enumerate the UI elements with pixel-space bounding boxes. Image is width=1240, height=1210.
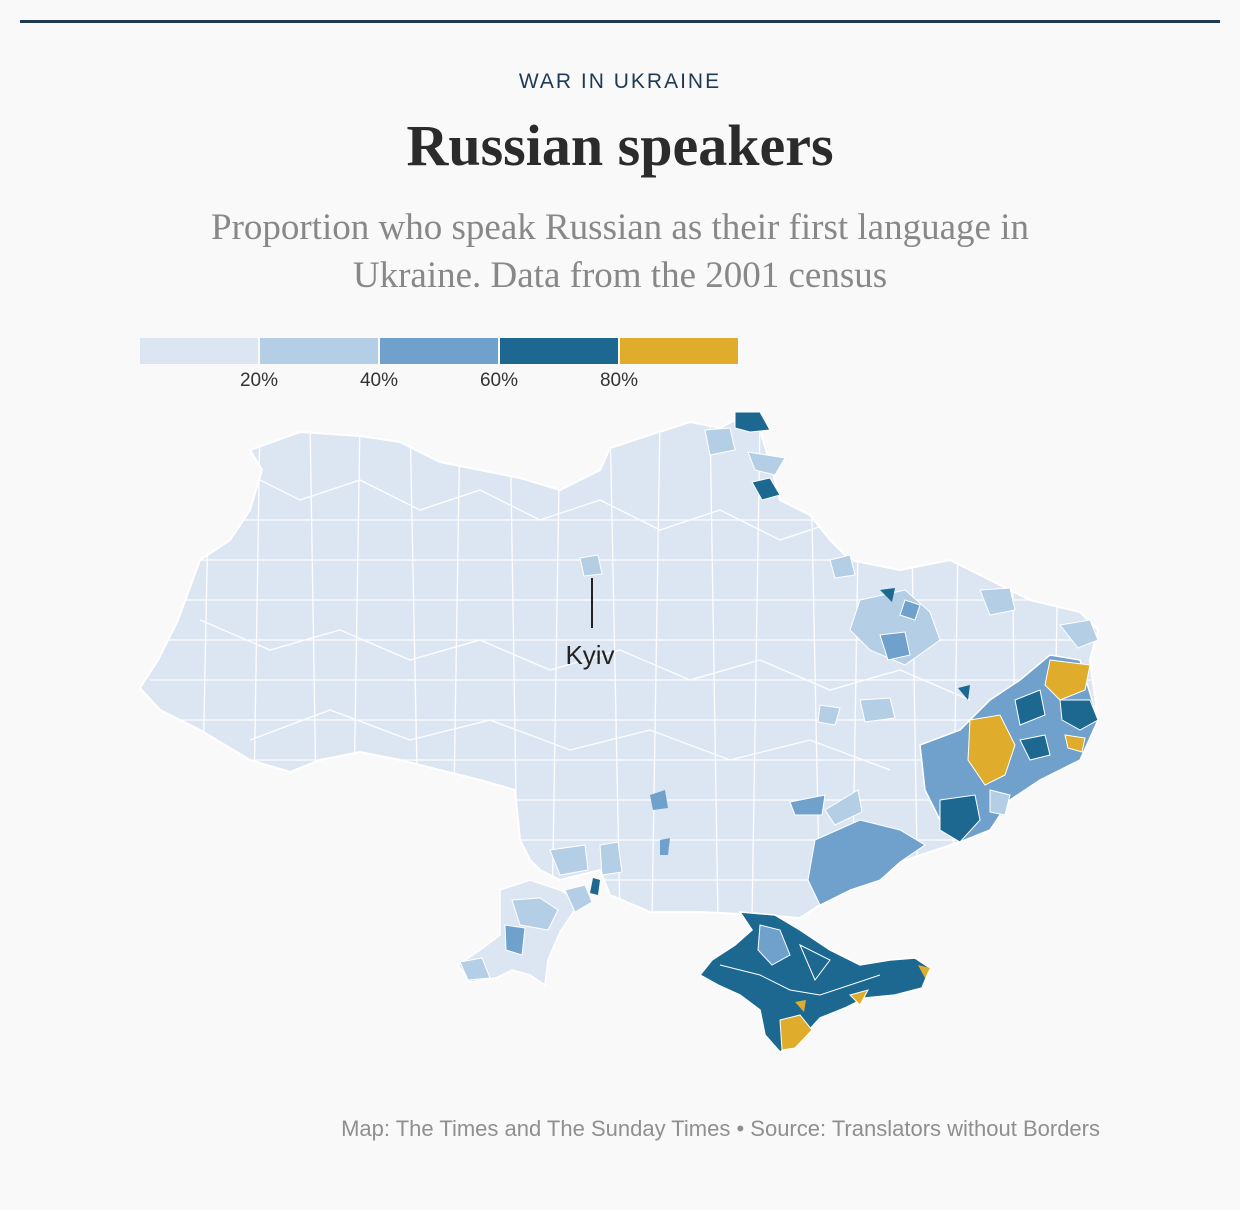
kicker: WAR IN UKRAINE (518, 70, 722, 93)
chart-title: Russian speakers (406, 113, 834, 178)
legend-swatch-60-80 (500, 338, 618, 364)
district-boundaries (150, 420, 1098, 918)
ukraine-map (0, 400, 1240, 1080)
odesa-region (456, 879, 593, 987)
legend-swatch-0-20 (140, 338, 258, 364)
legend-tick-40: 40% (359, 370, 399, 391)
mainland-ukraine (139, 419, 1099, 919)
scattered-districts (549, 554, 1099, 895)
kharkiv-region (817, 587, 1016, 726)
legend-tick-60: 60% (479, 370, 519, 391)
kyiv-marker-line (591, 578, 593, 628)
chart-subtitle: Proportion who speak Russian as their fi… (211, 207, 1029, 296)
top-rule (20, 20, 1220, 23)
northeast-enclaves (704, 411, 786, 501)
legend-tick-80: 80% (599, 370, 639, 391)
legend-swatch-40-60 (380, 338, 498, 364)
map-svg (139, 411, 1099, 1053)
crimea (698, 911, 931, 1053)
legend-tick-20: 20% (239, 370, 279, 391)
kyiv-label: Kyiv (565, 640, 615, 670)
source-note: Map: The Times and The Sunday Times • So… (341, 1116, 1100, 1141)
legend: 20% 40% 60% 80% (140, 338, 740, 398)
zaporizhzhia-region (789, 789, 926, 906)
legend-swatch-20-40 (260, 338, 378, 364)
legend-swatch-80-100 (620, 338, 738, 364)
donbas-region (919, 654, 1099, 843)
